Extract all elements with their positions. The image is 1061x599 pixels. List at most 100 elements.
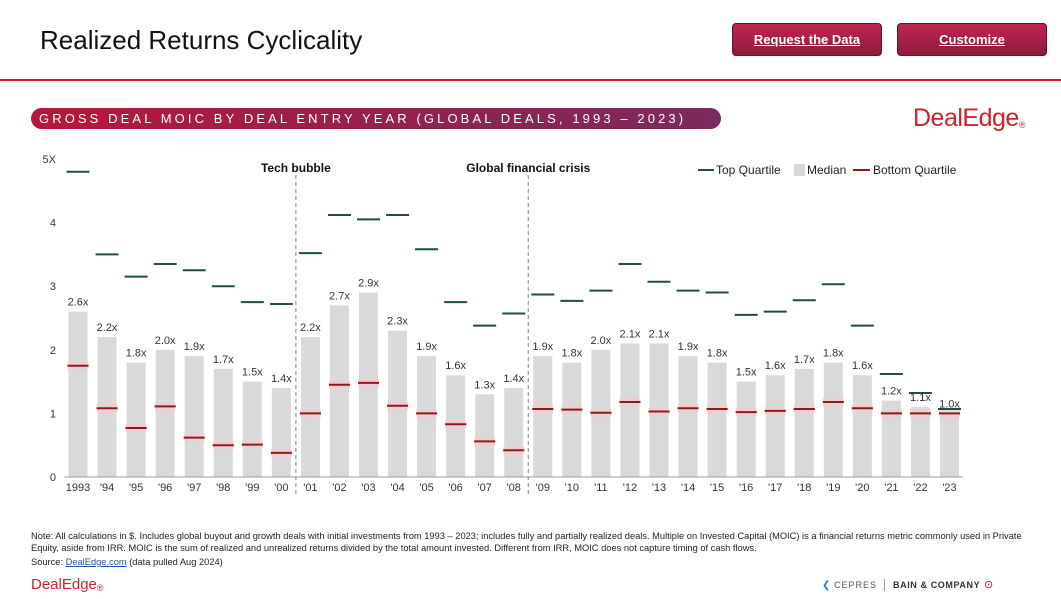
median-data-label: 1.9x: [184, 341, 205, 353]
x-tick-label: '10: [565, 482, 579, 494]
x-tick-label: '05: [419, 482, 433, 494]
median-bar: [736, 381, 756, 477]
median-bar: [823, 362, 843, 477]
median-data-label: 1.8x: [561, 348, 582, 360]
median-bar: [184, 356, 204, 477]
median-bar: [794, 368, 814, 477]
median-data-label: 2.9x: [358, 278, 379, 290]
median-bar: [707, 362, 727, 477]
y-tick-label: 3: [50, 281, 56, 293]
annotation-label: Global financial crisis: [466, 161, 590, 175]
registered-mark: ®: [1018, 120, 1026, 130]
logo-separator: [884, 579, 885, 591]
x-tick-label: '99: [245, 482, 259, 494]
x-tick-label: '22: [913, 482, 927, 494]
median-data-label: 2.1x: [649, 328, 670, 340]
median-data-label: 1.8x: [823, 348, 844, 360]
legend-median-swatch: [794, 164, 805, 176]
median-bar: [329, 305, 349, 477]
source-suffix: (data pulled Aug 2024): [126, 557, 223, 567]
dealedge-logo-text: DealEdge: [913, 104, 1019, 132]
median-data-label: 1.2x: [881, 386, 902, 398]
x-tick-label: '07: [478, 482, 492, 494]
dealedge-footer-logo: DealEdge®: [31, 576, 104, 593]
customize-button[interactable]: Customize: [897, 23, 1047, 56]
median-data-label: 2.2x: [97, 322, 118, 334]
median-data-label: 2.6x: [68, 297, 89, 309]
cepres-icon: ❮: [822, 580, 831, 591]
bain-emblem-icon: ⊙: [984, 579, 994, 591]
x-tick-label: '97: [187, 482, 201, 494]
median-bar: [213, 368, 233, 477]
y-tick-label: 4: [50, 218, 56, 230]
median-bar: [620, 343, 640, 477]
median-data-label: 2.1x: [620, 328, 641, 340]
footnote: Note: All calculations in $. Includes gl…: [31, 531, 1022, 553]
median-data-label: 1.3x: [474, 379, 495, 391]
median-bar: [242, 381, 262, 477]
median-data-label: 1.7x: [213, 354, 234, 366]
x-tick-label: '94: [100, 482, 114, 494]
cepres-logo: CEPRES: [834, 580, 878, 590]
median-data-label: 1.0x: [939, 398, 960, 410]
median-data-label: 1.6x: [852, 360, 873, 372]
median-data-label: 1.9x: [678, 341, 699, 353]
x-tick-label: '19: [826, 482, 840, 494]
request-data-button[interactable]: Request the Data: [732, 23, 882, 56]
bain-logo: BAIN & COMPANY: [893, 580, 981, 590]
legend-median-label: Median: [807, 163, 846, 177]
x-tick-label: '18: [797, 482, 811, 494]
annotation-label: Tech bubble: [261, 161, 331, 175]
median-data-label: 1.8x: [126, 348, 147, 360]
median-bar: [271, 387, 291, 477]
x-tick-label: '21: [884, 482, 898, 494]
median-data-label: 1.8x: [707, 348, 728, 360]
median-bar: [68, 311, 88, 477]
page-title: Realized Returns Cyclicality: [40, 25, 363, 55]
x-tick-label: '96: [158, 482, 172, 494]
median-data-label: 1.6x: [445, 360, 466, 372]
x-tick-label: '98: [216, 482, 230, 494]
median-data-label: 1.7x: [794, 354, 815, 366]
dealedge-logo: DealEdge®: [913, 104, 1025, 133]
median-data-label: 1.1x: [910, 392, 931, 404]
x-tick-label: '20: [855, 482, 869, 494]
chart-subtitle: GROSS DEAL MOIC BY DEAL ENTRY YEAR (GLOB…: [31, 108, 721, 129]
y-tick-label: 1: [50, 408, 56, 420]
header-divider: [0, 79, 1061, 81]
x-tick-label: '12: [623, 482, 637, 494]
moic-chart: 0 1 2 3 4 5X 2.6x 1993 2.2x '94 1.8x '95 2.0x '96 1.9x…: [43, 154, 963, 495]
x-tick-label: '08: [507, 482, 521, 494]
x-tick-label: '16: [739, 482, 753, 494]
x-tick-label: '13: [652, 482, 666, 494]
median-bar: [155, 349, 175, 477]
x-tick-label: '09: [536, 482, 550, 494]
median-data-label: 1.9x: [532, 341, 553, 353]
x-tick-label: '04: [390, 482, 404, 494]
median-data-label: 2.7x: [329, 290, 350, 302]
x-tick-label: '03: [361, 482, 375, 494]
median-data-label: 1.5x: [242, 367, 263, 379]
registered-mark-footer: ®: [96, 583, 104, 593]
median-data-label: 1.6x: [765, 360, 786, 372]
x-tick-label: '06: [448, 482, 462, 494]
dealedge-footer-text: DealEdge: [31, 576, 97, 593]
median-bar: [881, 400, 901, 477]
x-tick-label: '14: [681, 482, 695, 494]
median-bar: [910, 407, 930, 477]
x-tick-label: '01: [303, 482, 317, 494]
median-data-label: 1.4x: [271, 373, 292, 385]
source-prefix: Source:: [31, 557, 66, 567]
median-data-label: 2.2x: [300, 322, 321, 334]
median-data-label: 1.4x: [503, 373, 524, 385]
median-bar: [940, 413, 959, 477]
x-tick-label: '11: [594, 482, 608, 494]
source-line: Source: DealEdge.com (data pulled Aug 20…: [31, 557, 223, 567]
x-tick-label: '02: [332, 482, 346, 494]
median-data-label: 1.5x: [736, 367, 757, 379]
source-link[interactable]: DealEdge.com: [65, 557, 127, 567]
y-tick-label: 5X: [43, 154, 57, 166]
x-tick-label: '00: [274, 482, 288, 494]
median-bar: [533, 356, 553, 477]
x-tick-label: '95: [129, 482, 143, 494]
